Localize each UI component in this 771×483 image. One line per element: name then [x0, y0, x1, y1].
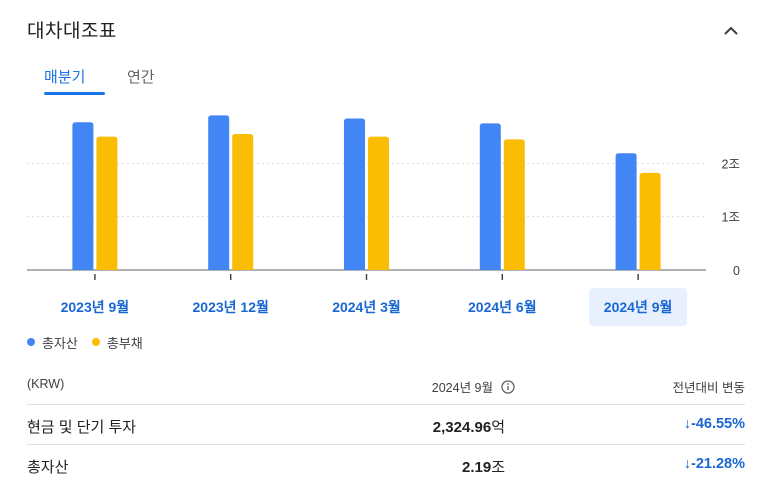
row-value: 2,324.96억 [433, 416, 505, 437]
period-label: 2024년 9월 [431, 381, 493, 395]
legend-dot [91, 338, 100, 346]
row-value: 2.19조 [462, 456, 505, 477]
period-column-header: 2024년 9월 [432, 377, 515, 396]
bar-total-liabilities [639, 172, 661, 270]
y-tick-label: 1조 [722, 211, 740, 225]
bar-total-liabilities [232, 134, 254, 270]
row-label: 총자산 [27, 459, 69, 476]
info-icon [501, 379, 515, 394]
x-tick-label[interactable]: 2023년 12월 [193, 299, 269, 315]
tab-annual[interactable]: 연간 [127, 69, 155, 86]
y-tick-label: 0 [733, 264, 740, 278]
bar-total-assets [479, 123, 501, 270]
row-value-number: 2,324.96 [432, 419, 492, 436]
bar-total-assets [615, 153, 637, 270]
x-tick-label[interactable]: 2023년 9월 [61, 299, 130, 315]
table-row: 총자산 2.19조 ↓-21.28% [27, 444, 745, 483]
chart-legend: 총자산 총부채 [27, 333, 157, 351]
bar-total-liabilities [368, 136, 389, 270]
row-change: ↓-46.55% [683, 416, 745, 432]
legend-label: 총자산 [42, 335, 78, 351]
table-header: (KRW) 2024년 9월 전년대비 변동 [27, 374, 745, 396]
x-tick-label[interactable]: 2024년 9월 [604, 299, 673, 315]
collapse-button[interactable] [715, 14, 747, 46]
legend-item-total-assets: 총자산 [27, 333, 78, 352]
selected-category-highlight [589, 288, 688, 326]
balance-sheet-chart: 0 1조 2조 2023년 9월 2023년 12월 2024년 3월 2024년 6월 20… [27, 115, 740, 326]
table-row: 현금 및 단기 투자 2,324.96억 ↓-46.55% [27, 404, 745, 444]
x-tick-label[interactable]: 2024년 6월 [468, 299, 537, 315]
legend-label: 총부채 [106, 335, 143, 351]
change-column-header: 전년대비 변동 [672, 381, 745, 395]
bar-total-assets [344, 118, 365, 271]
bar-total-liabilities [503, 139, 525, 270]
row-label: 현금 및 단기 투자 [27, 419, 137, 436]
active-tab-indicator [44, 92, 105, 95]
bar-total-assets [72, 122, 94, 270]
row-change: ↓-21.28% [683, 456, 745, 472]
section-title: 대차대조표 [27, 21, 117, 42]
tab-quarterly[interactable]: 매분기 [44, 69, 86, 86]
legend-dot [27, 338, 35, 346]
bar-total-assets [208, 115, 230, 270]
row-value-number: 2.19 [461, 459, 492, 476]
bar-total-liabilities [96, 136, 118, 270]
currency-unit-label: (KRW) [27, 377, 65, 391]
chevron-up-icon [724, 26, 738, 34]
balance-sheet-header: 대차대조표 [27, 14, 747, 46]
y-tick-label: 2조 [722, 157, 740, 171]
row-value-unit: 조 [491, 459, 505, 476]
x-tick-label[interactable]: 2024년 3월 [332, 299, 401, 315]
info-button[interactable] [501, 379, 515, 394]
row-value-unit: 억 [491, 419, 505, 436]
legend-item-total-liabilities: 총부채 [91, 333, 143, 352]
